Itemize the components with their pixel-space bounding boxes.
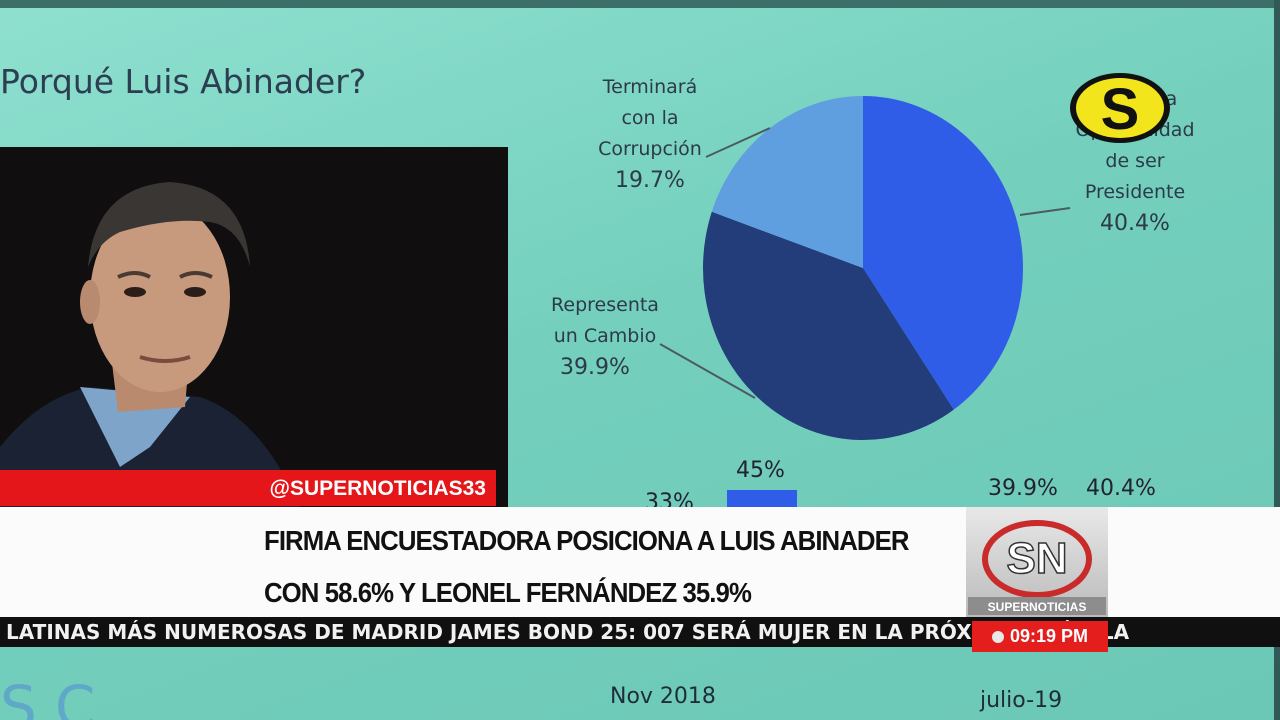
brand-box: SN SUPERNOTICIAS [966, 507, 1108, 621]
svg-text:S: S [1101, 77, 1140, 142]
x-label-nov-2018: Nov 2018 [610, 684, 716, 709]
brand-logo: SN SUPERNOTICIAS [968, 520, 1106, 615]
clock-icon [991, 631, 1004, 644]
bar-value-33: 33% [645, 490, 694, 507]
label-corrupcion: Terminará con la Corrupción 19.7% [598, 76, 702, 193]
x-label-julio-19: julio-19 [980, 688, 1063, 713]
top-strip [0, 0, 1280, 8]
social-handle: @SUPERNOTICIAS33 [0, 470, 496, 506]
ticker-text: LATINAS MÁS NUMEROSAS DE MADRID JAMES BO… [6, 620, 1130, 644]
headline-line-1: FIRMA ENCUESTADORA POSICIONA A LUIS ABIN… [264, 525, 909, 556]
pie-slice [703, 211, 954, 441]
slide-title: Porqué Luis Abinader? [0, 62, 367, 101]
bar-value-45: 45% [736, 458, 785, 483]
clock: 09:19 PM [972, 621, 1108, 652]
slide-logo-partial: SC [0, 673, 114, 720]
pie-slice [863, 96, 1023, 410]
channel-logo: S [1070, 73, 1170, 143]
bar-value-40-4: 40.4% [1086, 476, 1156, 501]
bar-45 [727, 490, 797, 507]
bar-value-39-9: 39.9% [988, 476, 1058, 501]
pie-slice [711, 96, 863, 268]
clock-time: 09:19 PM [1009, 626, 1089, 646]
svg-text:SUPERNOTICIAS: SUPERNOTICIAS [988, 600, 1087, 614]
news-ticker: LATINAS MÁS NUMEROSAS DE MADRID JAMES BO… [0, 617, 1280, 647]
pie-chart [703, 96, 1023, 441]
label-cambio: Representa un Cambio 39.9% [551, 294, 659, 380]
headline-line-2: CON 58.6% Y LEONEL FERNÁNDEZ 35.9% [264, 577, 752, 608]
screen-edge [1274, 0, 1280, 720]
svg-text:SN: SN [1006, 534, 1067, 583]
